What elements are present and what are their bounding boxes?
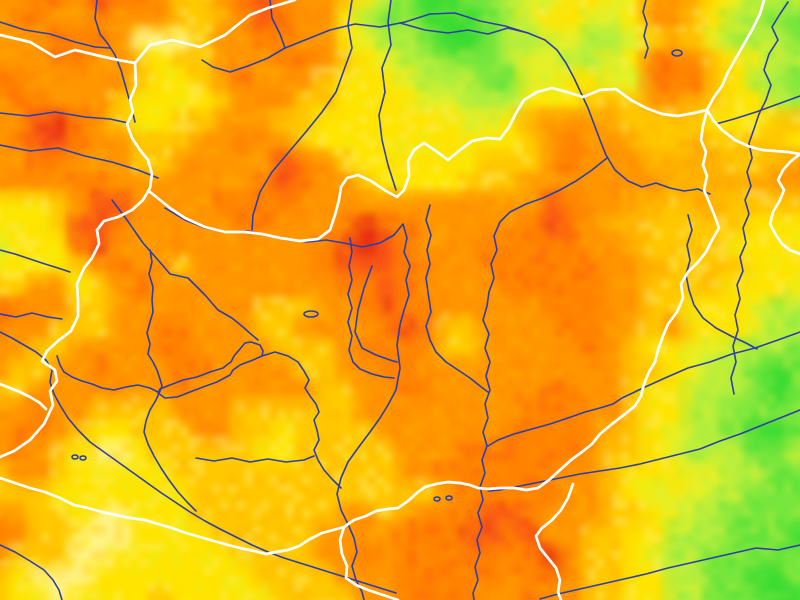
river-northeast-long: [399, 22, 711, 195]
river-szamos: [730, 1, 789, 395]
river-north-band: [284, 12, 529, 49]
lake-small-1: [71, 454, 79, 460]
river-southeast-low: [539, 544, 800, 600]
river-kapos: [195, 455, 315, 463]
lake-small-3: [433, 496, 441, 502]
country-border-east: [705, 108, 800, 156]
river-zala: [56, 355, 159, 393]
country-border-southeast-south: [0, 108, 721, 556]
lake-balaton: [157, 341, 264, 399]
country-border-northeast-up: [705, 0, 766, 112]
river-north-short: [642, 0, 649, 59]
country-border-south-east: [534, 482, 575, 600]
lake-small-2: [79, 455, 87, 461]
country-border-south-danube: [338, 525, 400, 600]
river-leitha: [0, 249, 71, 273]
river-danube: [164, 207, 411, 600]
river-west-2: [0, 144, 159, 179]
country-border-west-spur: [0, 382, 48, 411]
lake-velence: [303, 310, 319, 318]
river-north-inflow: [269, 0, 286, 49]
river-danube-tributary: [354, 265, 398, 363]
river-drava: [0, 331, 397, 594]
river-west-1: [0, 111, 129, 124]
river-vah: [251, 0, 353, 231]
river-ipoly: [347, 237, 395, 379]
river-koros: [487, 331, 800, 447]
lake-small-4: [445, 495, 453, 501]
country-border-east-edge: [768, 152, 800, 256]
river-east-meander: [685, 214, 758, 350]
lake-northeast-small: [671, 49, 683, 57]
river-maros: [487, 409, 800, 492]
river-southwest-short: [0, 312, 63, 320]
country-border-north: [148, 86, 709, 243]
river-north-fork-west: [201, 47, 286, 73]
river-raba: [111, 199, 259, 341]
country-border-czech-chain: [0, 0, 297, 65]
river-west-north-south: [143, 249, 197, 512]
country-border-austria-west: [0, 61, 154, 459]
river-northeast-inflow: [715, 95, 800, 125]
river-tisza: [472, 157, 608, 600]
river-sio: [261, 351, 342, 489]
river-zagyva: [425, 204, 489, 393]
river-top-west: [0, 21, 111, 49]
river-mura: [0, 544, 63, 600]
river-nitra: [378, 0, 397, 191]
